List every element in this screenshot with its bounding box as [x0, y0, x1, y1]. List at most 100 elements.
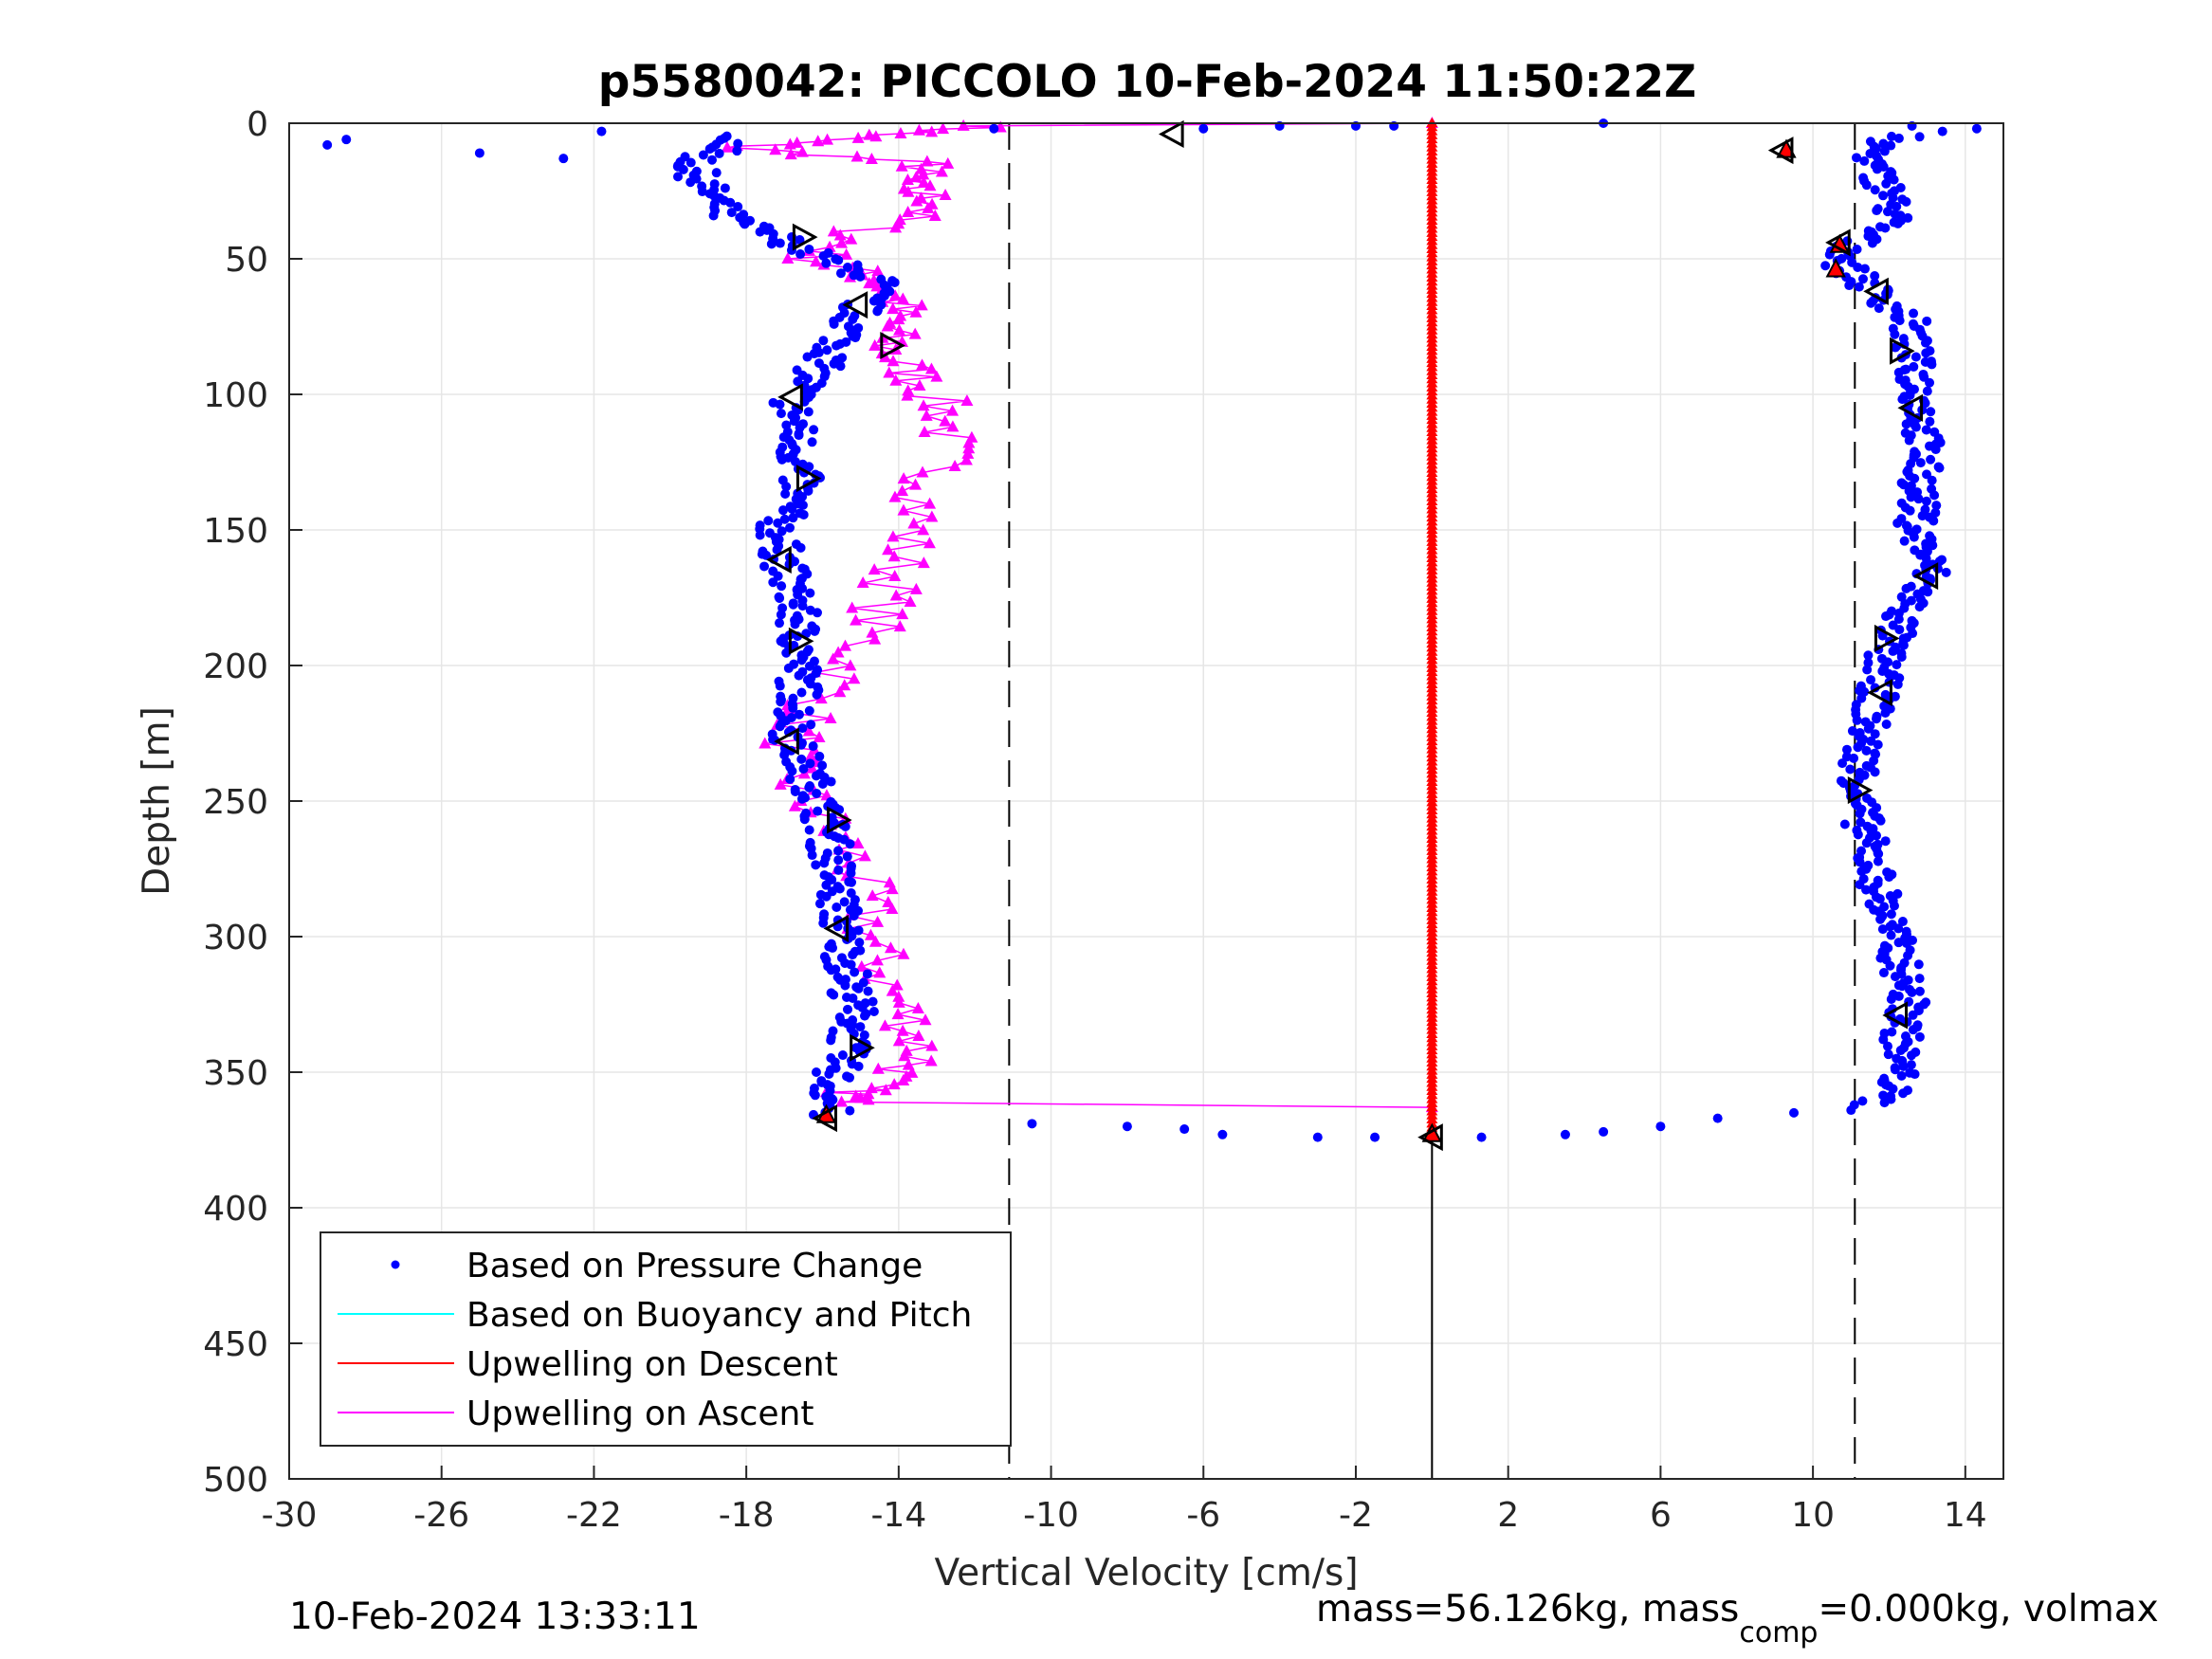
pressure-change-point	[1859, 264, 1870, 274]
ascent-upwelling-marker	[871, 264, 885, 277]
ascent-upwelling-marker	[941, 156, 955, 169]
ascent-upwelling-marker	[886, 984, 899, 996]
pressure-change-point	[1880, 708, 1891, 719]
pressure-change-point	[781, 647, 792, 658]
pressure-change-point	[1921, 425, 1931, 435]
ascent-upwelling-marker	[902, 1058, 915, 1070]
pressure-change-point	[803, 374, 814, 384]
pressure-change-point	[835, 268, 846, 279]
ascent-upwelling-marker	[892, 990, 905, 1002]
ascent-upwelling-marker	[909, 478, 923, 490]
ascent-upwelling-marker	[827, 225, 840, 237]
pressure-change-point	[1312, 1132, 1323, 1142]
ascent-upwelling-marker	[848, 672, 861, 684]
pressure-change-point	[1198, 123, 1209, 134]
ascent-upwelling-marker	[890, 978, 904, 991]
marker-layer	[766, 119, 1939, 1152]
ascent-upwelling-marker	[939, 188, 952, 200]
ascent-upwelling-marker	[882, 543, 895, 556]
ascent-upwelling-marker	[838, 679, 851, 691]
pressure-change-point	[1863, 650, 1874, 661]
ascent-upwelling-marker	[922, 201, 935, 213]
y-tick-label: 50	[225, 241, 268, 280]
pressure-change-point	[1896, 1070, 1907, 1081]
y-tick-label: 100	[203, 376, 268, 415]
ascent-upwelling-marker	[916, 358, 929, 371]
pressure-change-point	[807, 437, 817, 447]
open-triangle-marker	[1912, 562, 1939, 591]
ascent-upwelling-marker	[896, 484, 909, 497]
pressure-change-point	[1910, 422, 1921, 432]
x-tick-label: -2	[1339, 1496, 1373, 1535]
pressure-change-point	[1859, 155, 1870, 166]
pressure-change-point	[854, 938, 865, 948]
pressure-change-point	[832, 902, 842, 913]
open-triangle-marker	[1158, 119, 1184, 148]
pressure-change-point	[1914, 1031, 1925, 1042]
ascent-upwelling-marker	[769, 143, 782, 155]
pressure-change-point	[842, 263, 852, 273]
pressure-change-point	[818, 918, 829, 928]
ascent-upwelling-marker	[894, 127, 907, 139]
pressure-change-point	[1888, 1084, 1898, 1094]
pressure-change-point	[1861, 884, 1872, 895]
open-triangle-marker	[1847, 776, 1874, 805]
pressure-change-point	[755, 227, 765, 237]
pressure-change-point	[1855, 809, 1865, 819]
pressure-change-point	[775, 399, 785, 410]
ascent-upwelling-marker	[844, 659, 857, 671]
pressure-change-point	[833, 255, 844, 265]
pressure-change-point	[1872, 164, 1882, 174]
pressure-change-point	[795, 235, 805, 246]
pressure-change-point	[1909, 532, 1919, 542]
open-triangle-marker	[792, 223, 818, 251]
pressure-change-point	[834, 884, 845, 894]
pressure-change-point	[720, 183, 730, 193]
ascent-upwelling-marker	[881, 319, 894, 332]
pressure-change-point	[853, 925, 864, 936]
footer-mass-suffix: =0.000kg, volmax	[1818, 1588, 2158, 1631]
pressure-change-point	[1885, 921, 1895, 932]
x-tick-label: -6	[1186, 1496, 1220, 1535]
pressure-change-point	[843, 1004, 853, 1014]
ascent-upwelling-marker	[783, 137, 796, 150]
ascent-upwelling-marker	[887, 530, 900, 542]
pressure-change-point	[853, 1061, 864, 1071]
pressure-change-point	[733, 202, 743, 212]
pressure-change-point	[810, 1090, 820, 1101]
pressure-change-point	[821, 880, 832, 890]
ascent-upwelling-marker	[930, 370, 943, 382]
pressure-change-point	[1881, 611, 1892, 622]
filled-triangle-marker	[1825, 258, 1846, 278]
pressure-change-point	[785, 522, 795, 533]
ascent-upwelling-marker	[883, 366, 896, 378]
footer-mass-info: mass=56.126kg, masscomp=0.000kg, volmax	[1316, 1588, 2159, 1650]
pressure-change-point	[862, 969, 872, 979]
pressure-change-point	[847, 877, 857, 887]
ascent-upwelling-marker	[865, 152, 878, 164]
ascent-upwelling-marker	[911, 1001, 924, 1013]
ascent-upwelling-marker	[862, 1093, 875, 1105]
pressure-change-point	[1655, 1121, 1666, 1132]
pressure-change-point	[1914, 602, 1925, 612]
pressure-change-point	[686, 157, 696, 168]
ascent-upwelling-marker	[868, 632, 882, 645]
ascent-upwelling-marker	[887, 355, 900, 367]
footer-mass-prefix: mass=56.126kg, mass	[1316, 1588, 1739, 1631]
ascent-upwelling-marker	[905, 1066, 919, 1078]
pressure-change-point	[1866, 675, 1876, 685]
pressure-change-point	[808, 741, 818, 752]
pressure-change-point	[1934, 463, 1945, 473]
pressure-change-point	[1904, 435, 1914, 446]
legend-label-ascent: Upwelling on Ascent	[466, 1395, 814, 1433]
pressure-change-point	[802, 352, 813, 362]
ascent-upwelling-marker	[774, 777, 787, 790]
pressure-change-point	[1927, 359, 1937, 370]
pressure-change-point	[1888, 646, 1898, 656]
pressure-change-point	[775, 238, 785, 248]
legend-swatch-pressure	[391, 1260, 400, 1269]
ascent-upwelling-marker	[871, 1062, 885, 1074]
pressure-change-point	[1880, 223, 1891, 233]
ascent-upwelling-marker	[923, 497, 937, 509]
pressure-change-point	[1852, 153, 1862, 163]
